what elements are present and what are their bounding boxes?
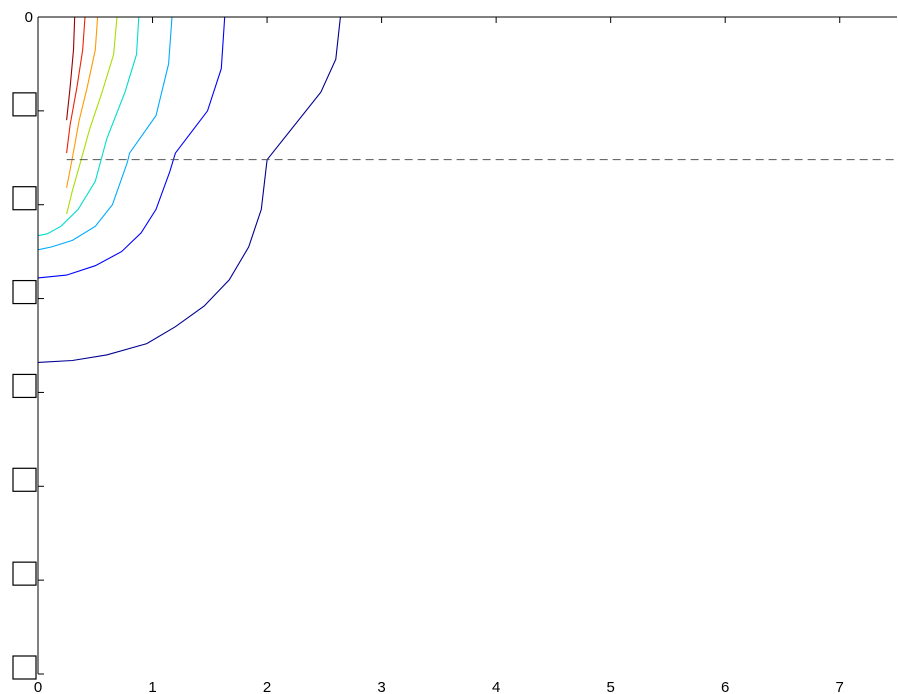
- x-tick-label-2: 2: [263, 679, 271, 694]
- tick-square-marker-7: [13, 656, 36, 679]
- contour-line-7: [67, 17, 85, 153]
- contour-line-2: [38, 17, 225, 278]
- contour-line-4: [38, 17, 139, 236]
- contour-line-6: [67, 17, 98, 188]
- x-tick-label-4: 4: [492, 679, 500, 694]
- contour-line-1: [38, 17, 340, 362]
- x-tick-label-0: 0: [34, 679, 42, 694]
- x-tick-label-3: 3: [377, 679, 385, 694]
- x-tick-label-7: 7: [836, 679, 844, 694]
- plot-area: [38, 17, 897, 362]
- tick-square-marker-5: [13, 468, 36, 491]
- tick-square-marker-2: [13, 187, 36, 210]
- x-tick-label-5: 5: [606, 679, 614, 694]
- x-tick-label-6: 6: [721, 679, 729, 694]
- left-decoration: [13, 93, 36, 679]
- tick-square-marker-4: [13, 374, 36, 397]
- tick-square-marker-1: [13, 93, 36, 116]
- tick-square-marker-3: [13, 281, 36, 304]
- x-tick-label-1: 1: [148, 679, 156, 694]
- tick-square-marker-6: [13, 562, 36, 585]
- axes: [38, 17, 897, 674]
- y-tick-label-0: 0: [25, 9, 33, 26]
